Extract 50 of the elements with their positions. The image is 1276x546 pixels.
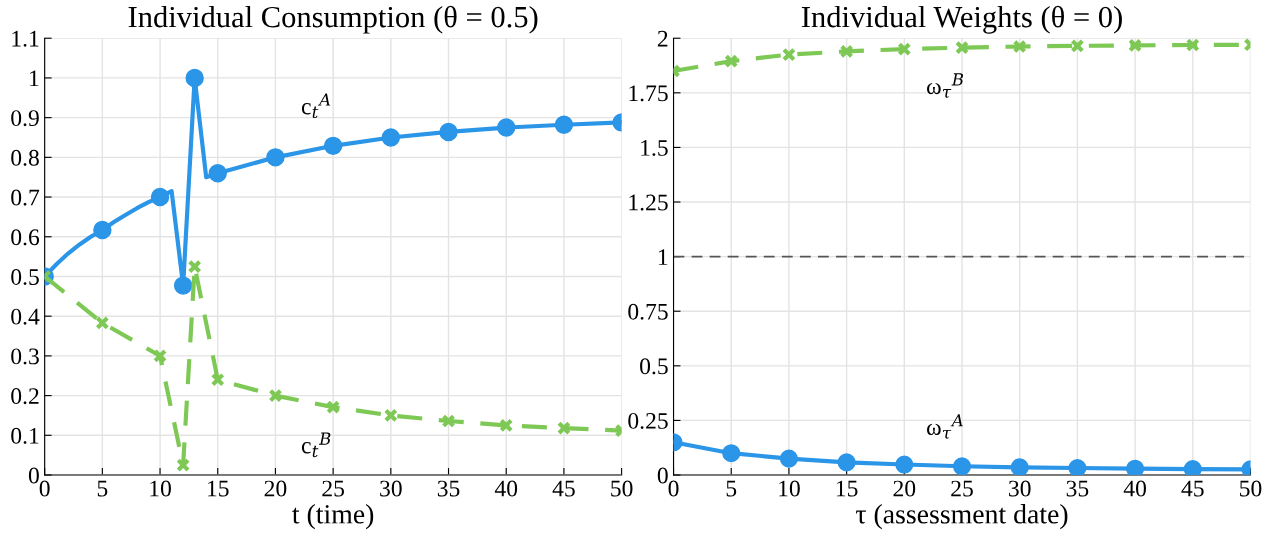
y-tick-label: 1 <box>30 70 39 87</box>
x-tick-label: 50 <box>1240 480 1262 497</box>
chart-title: Individual Consumption (θ = 0.5) <box>128 5 538 34</box>
y-tick-label: 0.3 <box>11 348 39 365</box>
x-axis-title: t (time) <box>292 504 374 530</box>
series-label: ω$_{τ}$$^{A}$ <box>927 414 963 439</box>
y-tick-label: 0 <box>28 467 39 484</box>
x-tick-label: 45 <box>552 480 575 497</box>
y-tick-label: 1.1 <box>12 30 39 47</box>
x-tick-label: 30 <box>1009 480 1031 497</box>
x-tick-label: 50 <box>611 480 633 497</box>
x-tick-label: 10 <box>779 480 800 497</box>
y-tick-label: 0.8 <box>11 149 39 166</box>
y-tick-label: 1.75 <box>629 85 668 102</box>
y-tick-label: 0.7 <box>11 189 40 206</box>
series-label: c$_{t}$$^{A}$ <box>301 93 331 119</box>
x-tick-label: 20 <box>264 480 287 497</box>
x-tick-label: 20 <box>893 480 916 497</box>
y-tick-label: 0.5 <box>11 268 39 285</box>
y-tick-label: 2 <box>657 30 668 47</box>
y-tick-label: 1.5 <box>641 140 668 156</box>
y-tick-label: 0.2 <box>11 388 39 405</box>
x-tick-label: 35 <box>437 480 460 497</box>
y-tick-label: 1 <box>658 249 668 265</box>
y-tick-label: 0.9 <box>11 110 39 127</box>
x-axis-title: τ (assessment date) <box>855 504 1068 530</box>
x-tick-label: 35 <box>1066 480 1089 497</box>
x-tick-label: 40 <box>1123 480 1146 497</box>
y-tick-label: 0.75 <box>628 303 668 320</box>
series-label: c$_{t}$$^{B}$ <box>301 432 331 458</box>
y-tick-label: 1.25 <box>629 194 668 211</box>
y-tick-label: 0.1 <box>11 427 39 444</box>
x-tick-label: 15 <box>836 480 858 497</box>
x-tick-label: 5 <box>97 480 108 497</box>
x-tick-label: 30 <box>380 480 402 497</box>
y-tick-label: 0.6 <box>11 229 40 246</box>
chart-title: Individual Weights (θ = 0) <box>801 5 1122 34</box>
x-tick-label: 0 <box>668 480 679 497</box>
y-tick-label: 0.25 <box>628 412 668 429</box>
y-tick-label: 0.5 <box>640 358 668 375</box>
x-tick-label: 5 <box>726 480 737 497</box>
series-label: ω$_{τ}$$^{B}$ <box>927 73 964 98</box>
x-tick-label: 25 <box>322 480 345 497</box>
x-tick-label: 10 <box>150 480 171 497</box>
y-tick-label: 0 <box>657 467 668 484</box>
y-tick-label: 0.4 <box>11 308 40 325</box>
x-tick-label: 25 <box>951 480 973 497</box>
x-tick-label: 40 <box>494 480 518 497</box>
x-tick-label: 15 <box>208 480 229 497</box>
x-tick-label: 45 <box>1181 480 1204 497</box>
